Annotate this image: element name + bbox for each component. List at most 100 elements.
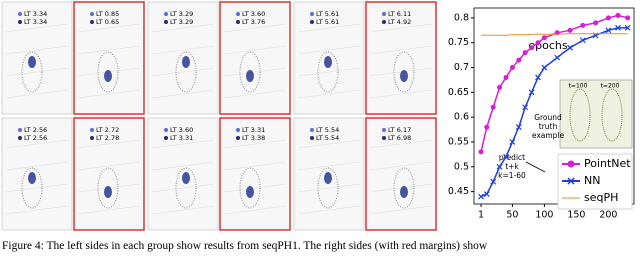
point bbox=[605, 27, 612, 34]
point bbox=[503, 153, 509, 160]
image-panel bbox=[219, 1, 291, 115]
panel-label: LT 3.29 bbox=[170, 18, 193, 26]
panel-grid bbox=[369, 23, 433, 33]
point bbox=[478, 193, 484, 200]
point bbox=[605, 15, 611, 21]
panel-label: LT 3.29 bbox=[170, 10, 193, 18]
point bbox=[528, 89, 535, 96]
legend-dot bbox=[164, 136, 168, 140]
panel-grid bbox=[5, 183, 69, 193]
panel-grid bbox=[151, 23, 215, 33]
image-panel bbox=[147, 117, 219, 231]
panel-grid bbox=[5, 45, 69, 55]
image-panel bbox=[1, 1, 73, 115]
panel-grid bbox=[297, 23, 361, 33]
panel-label: LT 3.60 bbox=[170, 126, 193, 134]
panel-label: LT 3.34 bbox=[24, 18, 47, 26]
panel-label: LT 5.54 bbox=[316, 134, 339, 142]
point-cloud bbox=[97, 167, 119, 209]
legend-dot bbox=[236, 20, 240, 24]
prediction-blob bbox=[324, 172, 332, 184]
annotation: t=100 bbox=[569, 83, 588, 90]
prediction-blob bbox=[400, 186, 408, 198]
point-cloud bbox=[97, 51, 119, 93]
prediction-blob bbox=[400, 70, 408, 82]
annotation: t+k bbox=[505, 162, 519, 171]
panel-label: LT 5.61 bbox=[316, 18, 339, 26]
point-cloud bbox=[21, 51, 43, 93]
prediction-blob bbox=[246, 186, 254, 198]
point bbox=[516, 57, 522, 63]
point bbox=[529, 45, 535, 51]
legend-marker bbox=[567, 160, 575, 168]
point bbox=[478, 149, 484, 155]
point-cloud bbox=[393, 167, 415, 209]
panel-grid bbox=[5, 23, 69, 33]
point bbox=[579, 37, 586, 44]
legend-dot bbox=[382, 128, 386, 132]
point-cloud bbox=[175, 167, 197, 209]
legend-label: PointNet bbox=[584, 157, 631, 170]
panel-label: LT 3.31 bbox=[242, 126, 265, 134]
legend-dot bbox=[236, 12, 240, 16]
point-cloud bbox=[175, 51, 197, 93]
point bbox=[554, 54, 561, 61]
point-cloud bbox=[21, 167, 43, 209]
panel-grid bbox=[151, 89, 215, 99]
panel-grid bbox=[297, 183, 361, 193]
point bbox=[615, 24, 621, 31]
legend-dot bbox=[164, 20, 168, 24]
legend-dot bbox=[90, 20, 94, 24]
point-cloud bbox=[317, 167, 339, 209]
panel-grid bbox=[223, 183, 287, 193]
panel-grid bbox=[77, 161, 141, 171]
panel-grid bbox=[5, 89, 69, 99]
point bbox=[567, 44, 573, 51]
panel-label: LT 5.54 bbox=[316, 126, 339, 134]
point bbox=[535, 74, 541, 81]
panel-grid bbox=[223, 23, 287, 33]
point bbox=[497, 84, 503, 90]
point bbox=[496, 163, 503, 170]
panel-grid bbox=[369, 89, 433, 99]
panel-grid bbox=[223, 67, 287, 77]
panel-grid bbox=[369, 67, 433, 77]
point bbox=[580, 22, 586, 28]
panel-label: LT 5.61 bbox=[316, 10, 339, 18]
y-tick-label: 0.55 bbox=[448, 136, 469, 147]
point bbox=[593, 20, 599, 26]
image-panel bbox=[147, 1, 219, 115]
legend-dot bbox=[90, 136, 94, 140]
arrow bbox=[525, 161, 546, 173]
panel-grid bbox=[297, 139, 361, 149]
panel-grid bbox=[77, 23, 141, 33]
panel-label: LT 0.85 bbox=[96, 10, 119, 18]
panel-label: LT 6.98 bbox=[388, 134, 411, 142]
point bbox=[490, 104, 496, 110]
panel-label: LT 6.11 bbox=[388, 10, 411, 18]
panel-grid bbox=[151, 161, 215, 171]
caption: Figure 4: The left sides in each group s… bbox=[2, 240, 488, 252]
point bbox=[615, 12, 621, 18]
legend-dot bbox=[164, 12, 168, 16]
point bbox=[509, 139, 516, 145]
panel-label: LT 2.78 bbox=[96, 134, 119, 142]
series-line bbox=[481, 33, 628, 36]
annotation: example bbox=[532, 131, 565, 140]
panel-grid bbox=[223, 161, 287, 171]
annotation: predict bbox=[499, 153, 525, 162]
legend-dot bbox=[236, 136, 240, 140]
point bbox=[515, 124, 522, 131]
panel-grid bbox=[77, 139, 141, 149]
legend-dot bbox=[310, 136, 314, 140]
x-tick-label: 200 bbox=[599, 210, 617, 221]
legend-dot bbox=[18, 128, 22, 132]
prediction-blob bbox=[104, 186, 112, 198]
point bbox=[624, 24, 631, 31]
legend-dot bbox=[18, 136, 22, 140]
legend-dot bbox=[382, 20, 386, 24]
y-tick-label: 0.45 bbox=[448, 186, 469, 197]
panel-grid bbox=[5, 161, 69, 171]
